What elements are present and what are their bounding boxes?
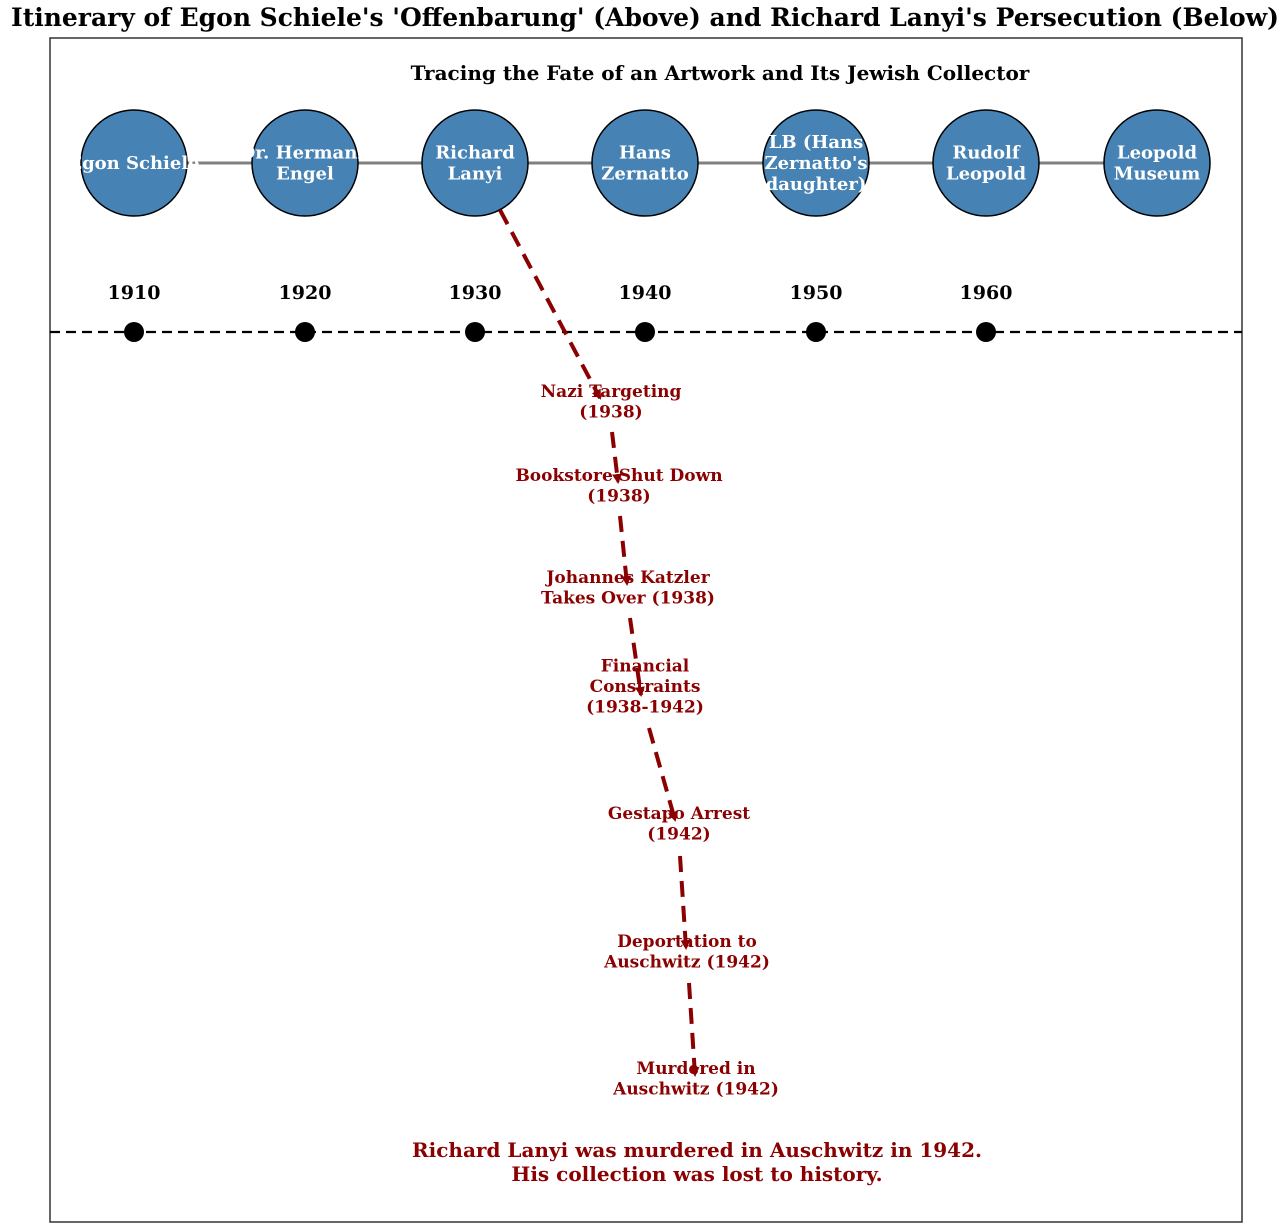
year-label: 1950 [790, 282, 843, 304]
persecution-arrow [647, 727, 678, 822]
owner-node-label-line-2: Zernatto's [764, 153, 867, 174]
owner-node-label-line-1: Egon Schiele [68, 153, 199, 174]
conclusion-line-1: Richard Lanyi was murdered in Auschwitz … [412, 1138, 982, 1162]
year-label: 1920 [279, 282, 332, 304]
persecution-event-label-line-3: (1938-1942) [586, 698, 704, 718]
owner-node-label-line-1: Hans [619, 143, 671, 164]
timeline-marker [124, 322, 144, 342]
owner-node-circle [80, 109, 188, 217]
persecution-event-label-line-1: Financial [601, 657, 690, 677]
persecution-event-label-line-1: Nazi Targeting [541, 382, 682, 402]
persecution-event-label-line-1: Johannes Katzler [544, 568, 710, 588]
persecution-event-label-line-2: (1942) [647, 824, 710, 844]
persecution-events: Nazi Targeting(1938)Bookstore Shut Down(… [515, 382, 778, 1100]
subtitle: Tracing the Fate of an Artwork and Its J… [411, 61, 1030, 85]
persecution-event-label-line-1: Gestapo Arrest [608, 804, 750, 824]
year-label: 1940 [619, 282, 672, 304]
persecution-event-label-line-2: Auschwitz (1942) [603, 952, 770, 972]
persecution-event-label-line-2: Auschwitz (1942) [612, 1079, 779, 1099]
year-label: 1960 [960, 282, 1013, 304]
owner-node-label-line-1: Rudolf [952, 143, 1020, 164]
persecution-arrow [628, 617, 645, 697]
persecution-event: Nazi Targeting(1938) [541, 382, 682, 423]
persecution-arrows [498, 209, 700, 1077]
timeline-marker [976, 322, 996, 342]
persecution-event-label-line-2: (1938) [579, 402, 642, 422]
owner-node: Egon Schiele [68, 109, 200, 217]
timeline-marker [635, 322, 655, 342]
owner-node-circle [421, 109, 529, 217]
owner-node-label-line-2: Leopold [946, 164, 1027, 185]
plot-frame [49, 37, 1243, 1223]
owner-node-label-line-1: Dr. Hermann [240, 143, 371, 164]
persecution-event-label-line-1: Deportation to [617, 932, 757, 952]
owner-node-label-line-1: Leopold [1117, 143, 1198, 164]
persecution-event: Gestapo Arrest(1942) [608, 804, 750, 845]
persecution-event: Bookstore Shut Down(1938) [515, 466, 722, 507]
owner-node-label-line-2: Zernatto [601, 164, 688, 185]
owner-node-circle [251, 109, 359, 217]
persecution-event-label-line-1: Murdered in [636, 1059, 755, 1079]
persecution-event-label-line-2: Constraints [590, 677, 701, 697]
owner-node-label-line-1: LB (Hans [769, 132, 864, 153]
persecution-event-label-line-2: (1938) [587, 486, 650, 506]
persecution-event-label-line-1: Bookstore Shut Down [515, 466, 722, 486]
persecution-arrow [498, 209, 602, 400]
timeline-marker [295, 322, 315, 342]
owner-node-circle [1103, 109, 1211, 217]
timeline-markers [124, 322, 996, 342]
owner-node-label-line-2: Engel [276, 164, 334, 185]
timeline-marker [465, 322, 485, 342]
year-label: 1930 [449, 282, 502, 304]
owner-node-label-line-2: Lanyi [448, 164, 503, 185]
conclusion-line-2: His collection was lost to history. [511, 1162, 882, 1186]
timeline-marker [806, 322, 826, 342]
main-title: Itinerary of Egon Schiele's 'Offenbarung… [11, 3, 1279, 32]
persecution-event-label-line-2: Takes Over (1938) [541, 588, 715, 608]
year-label: 1910 [108, 282, 161, 304]
owner-node-label-line-1: Richard [435, 143, 515, 164]
owner-node-label-line-2: Museum [1114, 164, 1201, 185]
owner-node-circle [591, 109, 699, 217]
owner-node-label-line-3: daughter) [766, 174, 867, 195]
year-labels: 1910 1920 1930 1940 1950 1960 [108, 282, 1013, 304]
owner-node-circle [762, 109, 870, 217]
persecution-arrow [687, 982, 700, 1077]
persecution-arrow [618, 515, 632, 586]
owner-node-circle [932, 109, 1040, 217]
persecution-arrow [678, 855, 691, 950]
persecution-arrow [610, 431, 623, 484]
